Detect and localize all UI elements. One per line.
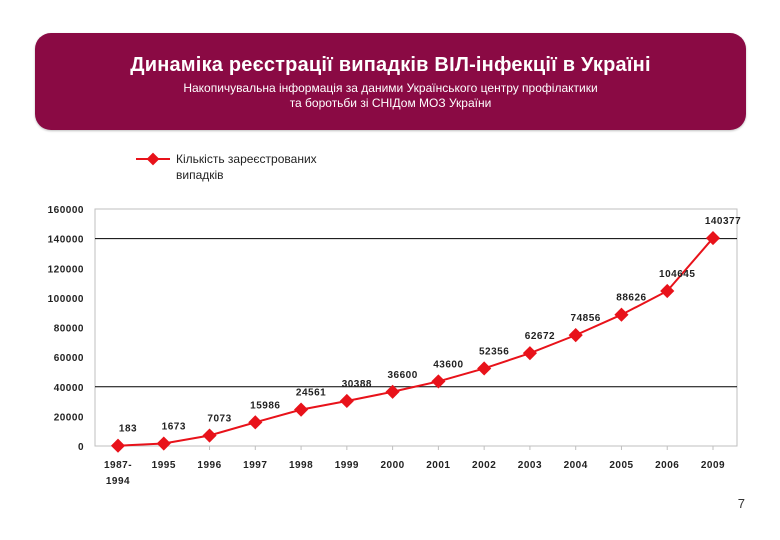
data-point-88626	[614, 307, 629, 322]
x-tick-label-2009: 2009	[701, 460, 725, 471]
x-tick-label-2003: 2003	[518, 460, 542, 471]
data-label-183: 183	[119, 424, 137, 435]
y-tick-label-100000: 100000	[48, 294, 84, 305]
series-line	[117, 237, 714, 447]
page-number: 7	[737, 496, 745, 511]
data-point-24561	[294, 402, 309, 417]
x-tick-label-1994: 1994	[106, 476, 130, 487]
x-tick-label-2006: 2006	[655, 460, 679, 471]
data-label-140377: 140377	[705, 216, 741, 227]
y-tick-label-0: 0	[78, 442, 84, 453]
data-label-36600: 36600	[387, 370, 417, 381]
data-label-62672: 62672	[525, 331, 555, 342]
y-tick-label-20000: 20000	[54, 412, 84, 423]
x-tick-label-2005: 2005	[609, 460, 633, 471]
x-tick-label-1999: 1999	[335, 460, 359, 471]
y-tick-label-120000: 120000	[48, 264, 84, 275]
y-tick-label-80000: 80000	[54, 324, 84, 335]
y-tick-label-140000: 140000	[48, 235, 84, 246]
data-label-52356: 52356	[479, 346, 509, 357]
x-tick-label-1987: 1987-	[104, 460, 132, 471]
x-tick-label-2000: 2000	[380, 460, 404, 471]
x-tick-label-2001: 2001	[426, 460, 450, 471]
data-label-7073: 7073	[207, 414, 231, 425]
data-label-88626: 88626	[616, 293, 646, 304]
data-point-15986	[248, 415, 263, 430]
data-label-30388: 30388	[342, 379, 372, 390]
x-tick-label-1995: 1995	[152, 460, 176, 471]
data-label-1673: 1673	[162, 422, 186, 433]
title-banner: Динаміка реєстрації випадків ВІЛ-інфекці…	[35, 33, 746, 130]
slide-title: Динаміка реєстрації випадків ВІЛ-інфекці…	[130, 54, 651, 76]
x-axis: 1987- 1994 1995 1996 1997 1998 1999 2000 2001 200…	[104, 446, 725, 487]
data-point-30388	[339, 393, 354, 409]
data-point-43600	[431, 374, 446, 389]
data-label-74856: 74856	[571, 313, 601, 324]
y-tick-label-160000: 160000	[48, 205, 84, 216]
data-point-104645	[660, 283, 675, 299]
x-tick-label-1997: 1997	[243, 460, 267, 471]
legend-diamond-marker	[146, 152, 160, 166]
data-point-1673	[156, 436, 171, 451]
data-point-7073	[202, 428, 217, 443]
x-tick-label-2004: 2004	[564, 460, 588, 471]
x-tick-label-1998: 1998	[289, 460, 313, 471]
data-label-24561: 24561	[296, 388, 326, 399]
slide-subtitle-line2: та боротьби зі СНІДом МОЗ України	[289, 96, 492, 110]
data-point-36600	[385, 384, 400, 399]
legend-label-line1: Кількість зареєстрованих	[176, 152, 317, 166]
data-point-140377	[705, 230, 721, 246]
data-point-183	[110, 438, 126, 453]
x-tick-label-1996: 1996	[197, 460, 221, 471]
data-point-52356	[477, 361, 492, 376]
data-label-104645: 104645	[659, 269, 695, 280]
y-tick-label-40000: 40000	[54, 383, 84, 394]
plot-area	[94, 208, 738, 447]
x-tick-label-2002: 2002	[472, 460, 496, 471]
plot-border	[94, 208, 738, 447]
series-registered-cases	[110, 230, 721, 453]
data-label-43600: 43600	[433, 359, 463, 370]
legend-label-line2: випадків	[176, 168, 224, 182]
y-tick-label-60000: 60000	[54, 353, 84, 364]
chart-legend: Кількість зареєстрованих випадків	[136, 152, 317, 182]
data-labels: 183 1673 7073 15986 24561 30388 36600 43600 5235…	[119, 216, 741, 435]
data-label-15986: 15986	[250, 400, 280, 411]
slide-subtitle-line1: Накопичувальна інформація за даними Укра…	[183, 81, 598, 95]
data-point-62672	[522, 346, 537, 361]
data-point-74856	[568, 328, 583, 343]
y-axis: 0 20000 40000 60000 80000 100000 120000 140000 1…	[48, 205, 84, 453]
